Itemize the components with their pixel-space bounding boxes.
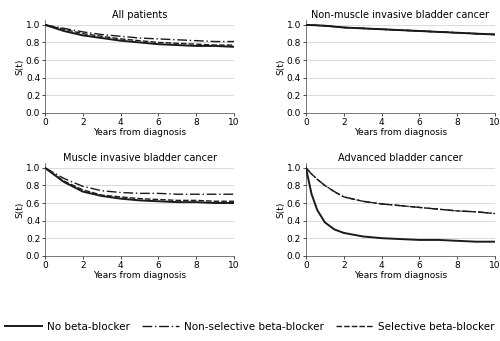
- Title: Advanced bladder cancer: Advanced bladder cancer: [338, 153, 463, 163]
- X-axis label: Years from diagnosis: Years from diagnosis: [93, 128, 186, 137]
- Title: All patients: All patients: [112, 10, 167, 20]
- Y-axis label: S(t): S(t): [276, 58, 285, 75]
- Title: Non-muscle invasive bladder cancer: Non-muscle invasive bladder cancer: [312, 10, 490, 20]
- Y-axis label: S(t): S(t): [276, 202, 285, 218]
- Title: Muscle invasive bladder cancer: Muscle invasive bladder cancer: [62, 153, 216, 163]
- Y-axis label: S(t): S(t): [16, 202, 24, 218]
- Legend: No beta-blocker, Non-selective beta-blocker, Selective beta-blocker: No beta-blocker, Non-selective beta-bloc…: [1, 317, 499, 336]
- Y-axis label: S(t): S(t): [16, 58, 24, 75]
- X-axis label: Years from diagnosis: Years from diagnosis: [354, 271, 447, 280]
- X-axis label: Years from diagnosis: Years from diagnosis: [354, 128, 447, 137]
- X-axis label: Years from diagnosis: Years from diagnosis: [93, 271, 186, 280]
